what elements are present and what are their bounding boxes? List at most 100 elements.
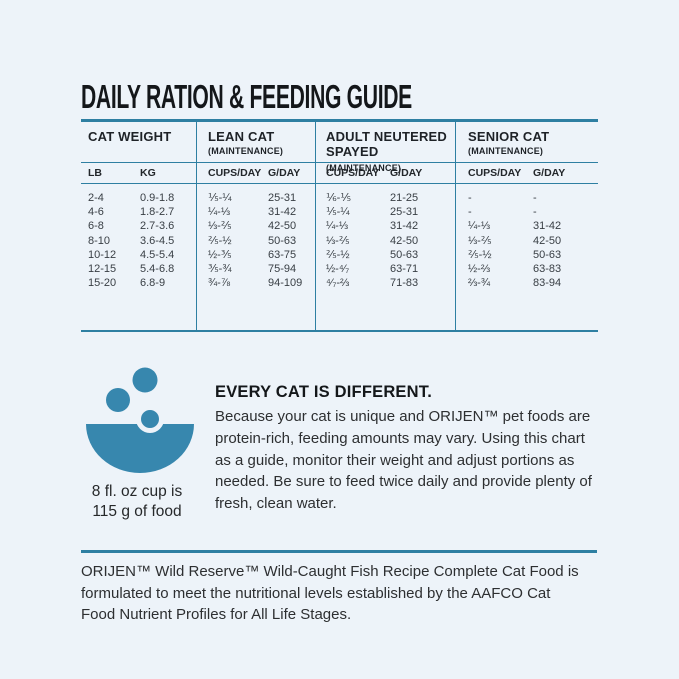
cell-kg: 5.4-6.8 bbox=[140, 262, 175, 275]
cell-grams: 21-25 bbox=[390, 192, 419, 204]
group-title: CAT WEIGHT bbox=[88, 129, 172, 144]
column-senior-cat: SENIOR CAT (MAINTENANCE) CUPS/DAY G/DAY … bbox=[455, 122, 598, 330]
kibble-circle-top bbox=[132, 367, 158, 393]
table-row: ¼-⅓ 31-42 bbox=[197, 205, 315, 219]
table-row: 4-6 1.8-2.7 bbox=[81, 205, 196, 219]
page-title: DAILY RATION & FEEDING GUIDE bbox=[81, 78, 412, 115]
cell-grams: 75-94 bbox=[268, 262, 297, 275]
cell-cups: - bbox=[468, 206, 472, 219]
cell-kg: 4.5-5.4 bbox=[140, 248, 175, 261]
table-row: 10-12 4.5-5.4 bbox=[81, 248, 196, 262]
table-row: ⅕-¼ 25-31 bbox=[197, 191, 315, 205]
cell-grams: 71-83 bbox=[390, 277, 419, 290]
table-row: 2-4 0.9-1.8 bbox=[81, 191, 196, 205]
table-row: ⅓-⅖ 42-50 bbox=[197, 219, 315, 233]
cell-grams: 63-75 bbox=[268, 248, 297, 261]
cell-cups: ⅓-⅖ bbox=[326, 234, 350, 247]
cell-grams: 83-94 bbox=[533, 277, 562, 290]
cell-cups: ⅗-¾ bbox=[208, 262, 232, 275]
cell-kg: 2.7-3.6 bbox=[140, 220, 175, 233]
cell-grams: 42-50 bbox=[533, 234, 562, 247]
footer-aafco-note: ORIJEN™ Wild Reserve™ Wild-Caught Fish R… bbox=[81, 563, 579, 623]
cell-grams: 42-50 bbox=[390, 234, 419, 247]
cell-cups: ¼-⅓ bbox=[326, 220, 349, 233]
column-body-adult-neutered-spayed: ⅙-⅕ 21-25 ⅕-¼ 25-31 ¼-⅓ 31-42 ⅓-⅖ 42-50 ⅖-½ 5… bbox=[316, 184, 455, 330]
group-title: SENIOR CAT bbox=[468, 129, 550, 144]
cell-cups: ⅓-⅖ bbox=[208, 220, 232, 233]
cup-note-line2: 115 g of food bbox=[92, 502, 182, 520]
subheader-lb: LB bbox=[88, 167, 102, 179]
cell-kg: 1.8-2.7 bbox=[140, 206, 175, 219]
column-adult-neutered-spayed: ADULT NEUTERED SPAYED (MAINTENANCE) CUPS… bbox=[315, 122, 455, 330]
column-lean-cat: LEAN CAT (MAINTENANCE) CUPS/DAY G/DAY ⅕-… bbox=[196, 122, 315, 330]
cell-lb: 8-10 bbox=[88, 234, 111, 247]
subheader-grams: G/DAY bbox=[268, 167, 301, 179]
feeding-table: CAT WEIGHT LB KG 2-4 0.9-1.8 4-6 1.8-2.7 6… bbox=[81, 119, 598, 332]
column-cat-weight: CAT WEIGHT LB KG 2-4 0.9-1.8 4-6 1.8-2.7 6… bbox=[81, 122, 196, 330]
table-row: 12-15 5.4-6.8 bbox=[81, 262, 196, 276]
table-row: ¾-⅞ 94-109 bbox=[197, 276, 315, 290]
subheader-cups: CUPS/DAY bbox=[326, 167, 380, 179]
table-row: -- bbox=[456, 205, 598, 219]
group-title: LEAN CAT bbox=[208, 129, 275, 144]
cell-kg: 0.9-1.8 bbox=[140, 192, 175, 204]
group-subtitle: (MAINTENANCE) bbox=[326, 163, 402, 173]
cell-lb: 2-4 bbox=[88, 192, 104, 204]
table-row: ½-⅔ 63-83 bbox=[456, 262, 598, 276]
table-row: ¼-⅓ 31-42 bbox=[456, 219, 598, 233]
cell-grams: 25-31 bbox=[390, 206, 419, 219]
column-body-lean-cat: ⅕-¼ 25-31 ¼-⅓ 31-42 ⅓-⅖ 42-50 ⅖-½ 50-63 ½-⅗ 6… bbox=[197, 184, 315, 330]
subheader-grams: G/DAY bbox=[390, 167, 423, 179]
table-row: ¼-⅓ 31-42 bbox=[316, 219, 455, 233]
cell-grams: - bbox=[533, 192, 537, 204]
table-row: ⅓-⅖ 42-50 bbox=[316, 234, 455, 248]
table-row: 6-8 2.7-3.6 bbox=[81, 219, 196, 233]
subheader-lean-cat: CUPS/DAY G/DAY bbox=[197, 163, 315, 184]
bowl-shape bbox=[86, 424, 194, 473]
subheader-cat-weight: LB KG bbox=[81, 163, 196, 184]
cell-cups: - bbox=[468, 192, 472, 204]
column-header-cat-weight: CAT WEIGHT bbox=[81, 122, 196, 163]
cell-grams: 63-83 bbox=[533, 262, 562, 275]
cell-grams: 94-109 bbox=[268, 277, 303, 290]
cell-grams: 50-63 bbox=[390, 248, 419, 261]
table-row: ⅖-½ 50-63 bbox=[456, 248, 598, 262]
footer-divider-rule bbox=[81, 550, 597, 553]
table-row: 15-20 6.8-9 bbox=[81, 276, 196, 290]
food-bowl-icon bbox=[86, 367, 194, 473]
column-header-senior-cat: SENIOR CAT (MAINTENANCE) bbox=[456, 122, 598, 163]
kibble-circle-rim bbox=[136, 405, 164, 433]
table-row: 8-10 3.6-4.5 bbox=[81, 234, 196, 248]
cell-grams: - bbox=[533, 206, 537, 219]
cell-cups: ⅙-⅕ bbox=[326, 192, 351, 204]
cell-cups: ½-⁴⁄₇ bbox=[326, 262, 350, 275]
table-row: ⅓-⅖ 42-50 bbox=[456, 234, 598, 248]
kibble-circle-left bbox=[106, 388, 130, 412]
cell-grams: 25-31 bbox=[268, 192, 297, 204]
info-body-text: Because your cat is unique and ORIJEN™ p… bbox=[215, 408, 592, 513]
cell-lb: 10-12 bbox=[88, 248, 117, 261]
table-row: ⅔-¾ 83-94 bbox=[456, 276, 598, 290]
table-row: ⁴⁄₇-⅔ 71-83 bbox=[316, 276, 455, 290]
cell-cups: ⅖-½ bbox=[208, 234, 232, 247]
group-title-line1: ADULT NEUTERED bbox=[326, 129, 447, 144]
food-bowl-illustration bbox=[84, 366, 196, 478]
group-subtitle: (MAINTENANCE) bbox=[468, 146, 544, 156]
cell-cups: ⁴⁄₇-⅔ bbox=[326, 277, 350, 290]
cell-cups: ¼-⅓ bbox=[208, 206, 231, 219]
cell-lb: 12-15 bbox=[88, 262, 117, 275]
table-row: ½-⁴⁄₇ 63-71 bbox=[316, 262, 455, 276]
cup-note-line1: 8 fl. oz cup is bbox=[91, 483, 183, 500]
cell-grams: 63-71 bbox=[390, 262, 419, 275]
cell-cups: ⅕-¼ bbox=[208, 192, 232, 204]
cell-lb: 6-8 bbox=[88, 220, 104, 233]
table-row: ⅙-⅕ 21-25 bbox=[316, 191, 455, 205]
cell-grams: 50-63 bbox=[533, 248, 562, 261]
column-body-cat-weight: 2-4 0.9-1.8 4-6 1.8-2.7 6-8 2.7-3.6 8-10 3.6… bbox=[81, 184, 196, 330]
cell-cups: ½-⅔ bbox=[468, 262, 491, 275]
table-row: ⅗-¾ 75-94 bbox=[197, 262, 315, 276]
cell-cups: ½-⅗ bbox=[208, 248, 232, 261]
group-subtitle: (MAINTENANCE) bbox=[208, 146, 284, 156]
subheader-senior-cat: CUPS/DAY G/DAY bbox=[456, 163, 598, 184]
